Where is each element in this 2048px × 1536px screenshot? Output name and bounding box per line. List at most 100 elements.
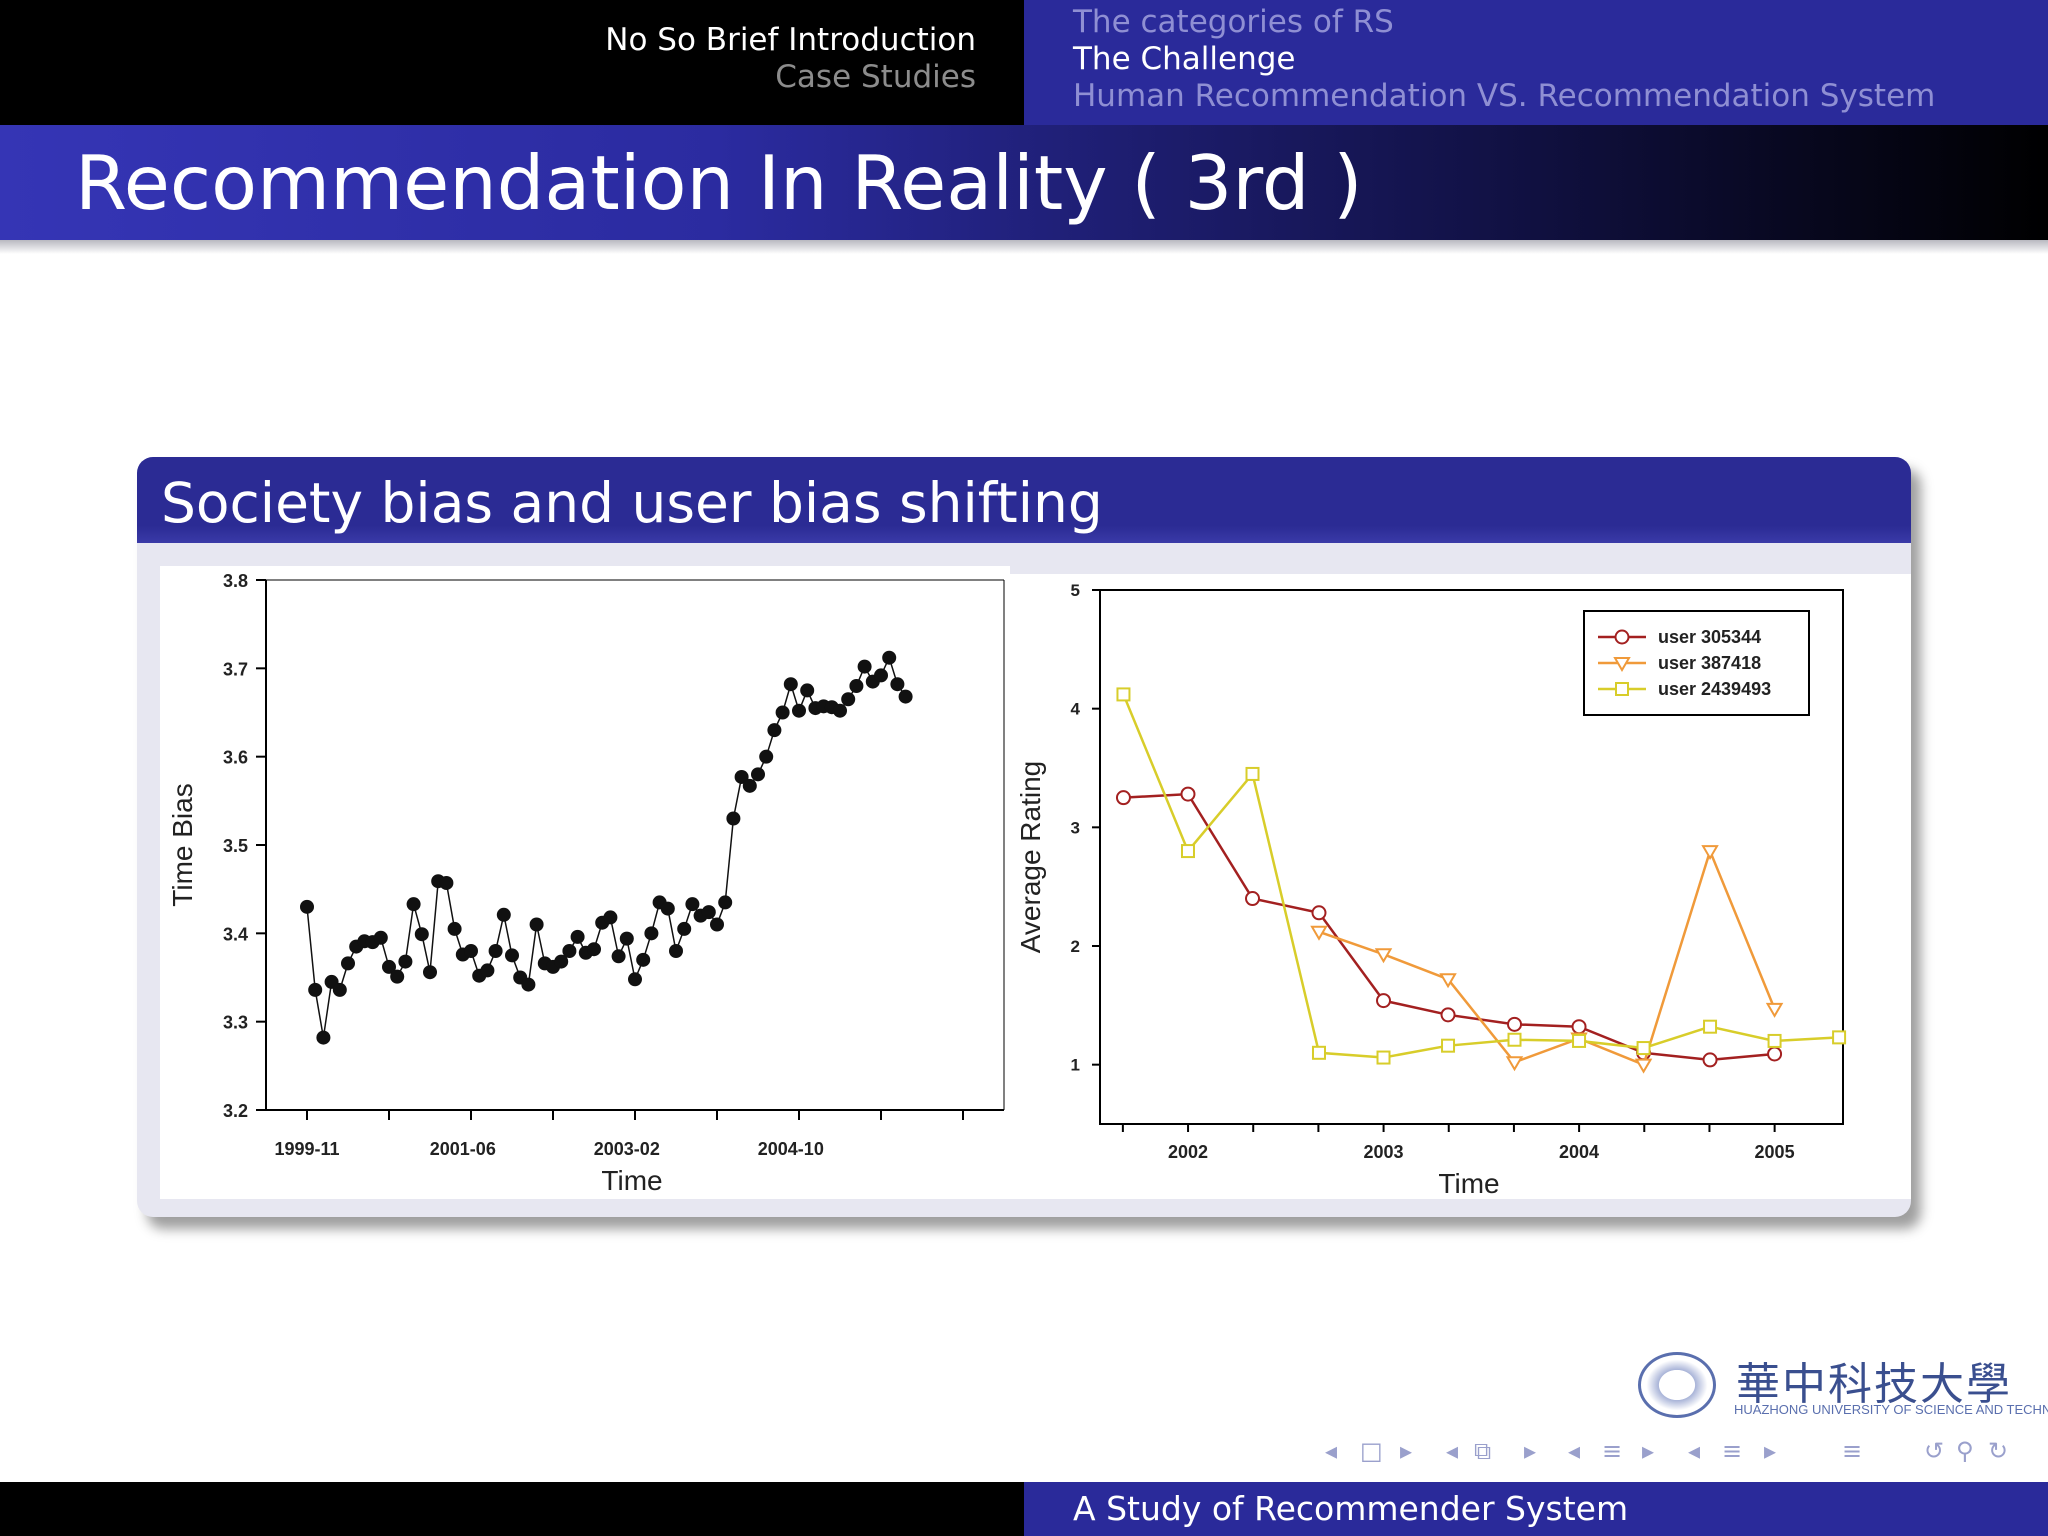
time-bias-point xyxy=(423,965,437,980)
nav-subsection-categories[interactable]: The categories of RS xyxy=(1073,4,1394,40)
time-bias-point xyxy=(660,901,675,916)
right-x-tick-label: 2005 xyxy=(1755,1142,1795,1162)
circle-marker xyxy=(1507,1016,1523,1032)
time-bias-point xyxy=(882,650,897,665)
time-bias-point xyxy=(505,948,519,963)
square-marker xyxy=(1441,1038,1456,1053)
nav-next-slide-icon[interactable]: ▸ xyxy=(1400,1437,1413,1465)
time-bias-point xyxy=(636,952,651,967)
time-bias-point xyxy=(685,897,700,912)
time-bias-point xyxy=(677,921,692,936)
nav-back-icon[interactable]: ↺ xyxy=(1924,1437,1945,1465)
time-bias-point xyxy=(496,907,511,922)
nav-next-frame-icon[interactable]: ▸ xyxy=(1524,1437,1537,1465)
left-x-tick-label: 2001-06 xyxy=(430,1139,496,1159)
time-bias-point xyxy=(734,769,749,784)
nav-prev-subsection-icon[interactable]: ◂ xyxy=(1568,1437,1581,1465)
right-x-label: Time xyxy=(1438,1168,1499,1199)
left-y-tick-label: 3.4 xyxy=(223,924,248,944)
square-marker xyxy=(1767,1033,1782,1048)
footer-right: A Study of Recommender System xyxy=(1024,1482,2048,1536)
square-marker xyxy=(1116,687,1131,702)
circle-marker xyxy=(1614,629,1630,645)
circle-marker xyxy=(1311,905,1327,921)
frame-title: Recommendation In Reality ( 3rd ) xyxy=(75,139,1363,227)
logo-english-name: HUAZHONG UNIVERSITY OF SCIENCE AND TECHN… xyxy=(1734,1402,2048,1417)
time-bias-point xyxy=(792,703,806,718)
right-plot-frame xyxy=(1099,589,1844,1125)
right-y-tick-label: 1 xyxy=(1071,1056,1080,1075)
nav-next-subsection-icon[interactable]: ▸ xyxy=(1642,1437,1655,1465)
nav-section-introduction[interactable]: No So Brief Introduction xyxy=(605,22,976,58)
time-bias-point xyxy=(341,956,355,971)
triangle-marker xyxy=(1310,925,1328,941)
left-x-tick-label: 2003-02 xyxy=(594,1139,660,1159)
square-marker xyxy=(1376,1050,1391,1065)
left-x-tick-label: 1999-11 xyxy=(274,1139,339,1159)
time-bias-point xyxy=(521,977,536,992)
nav-subsection-icon[interactable]: ≡ xyxy=(1602,1437,1623,1465)
legend-label-1: user 387418 xyxy=(1658,653,1761,673)
time-bias-point xyxy=(628,972,642,987)
time-bias-point xyxy=(382,959,396,974)
circle-marker xyxy=(1440,1007,1456,1023)
time-bias-point xyxy=(300,899,314,914)
nav-slide-icon[interactable]: □ xyxy=(1360,1437,1383,1465)
left-y-tick-label: 3.5 xyxy=(223,836,248,856)
circle-marker xyxy=(1376,993,1392,1009)
nav-document-icon[interactable]: ≡ xyxy=(1842,1437,1863,1465)
block-header: Society bias and user bias shifting xyxy=(137,457,1911,543)
circle-marker xyxy=(1245,891,1261,907)
time-bias-point xyxy=(833,703,847,718)
time-bias-point xyxy=(767,723,782,738)
time-bias-point xyxy=(398,954,413,969)
square-marker xyxy=(1311,1045,1326,1060)
nav-prev-frame-icon[interactable]: ◂ xyxy=(1446,1437,1459,1465)
square-marker xyxy=(1636,1041,1651,1056)
time-bias-point xyxy=(464,944,478,958)
nav-prev-slide-icon[interactable]: ◂ xyxy=(1325,1437,1338,1465)
time-bias-point xyxy=(439,875,454,890)
left-y-tick-label: 3.2 xyxy=(223,1101,248,1121)
left-y-tick-label: 3.6 xyxy=(223,748,248,768)
time-bias-point xyxy=(619,931,634,946)
time-bias-point xyxy=(857,659,872,674)
content-block: Society bias and user bias shifting xyxy=(137,457,1911,1217)
nav-subsection-challenge[interactable]: The Challenge xyxy=(1073,41,1296,77)
time-bias-point xyxy=(570,929,585,944)
time-bias-point xyxy=(726,811,741,826)
right-x-tick-label: 2004 xyxy=(1559,1142,1599,1162)
nav-section-icon[interactable]: ≡ xyxy=(1722,1437,1743,1465)
nav-frame-icon[interactable]: ⧉ xyxy=(1474,1437,1492,1465)
time-bias-point xyxy=(701,905,716,920)
university-logo: 華中科技大學 HUAZHONG UNIVERSITY OF SCIENCE AN… xyxy=(1638,1348,2048,1423)
time-bias-point xyxy=(718,895,733,910)
square-marker xyxy=(1703,1019,1718,1034)
header-subsections: The categories of RS The Challenge Human… xyxy=(1024,0,2048,125)
average-rating-chart: Time Average Rating 1 2 3 4 5 2002 2003 2004 200… xyxy=(1015,581,1847,1199)
square-marker xyxy=(1245,766,1260,781)
series-line-2 xyxy=(1122,693,1840,1059)
nav-section-case-studies[interactable]: Case Studies xyxy=(775,59,976,95)
beamer-navigation: ◂ □ ▸ ◂ ⧉ ▸ ◂ ≡ ▸ ◂ ≡ ▸ ≡ ↺ ⚲ ↻ xyxy=(1320,1433,2040,1469)
nav-forward-icon[interactable]: ↻ xyxy=(1988,1437,2009,1465)
nav-subsection-human-vs-rs[interactable]: Human Recommendation VS. Recommendation … xyxy=(1073,78,1936,114)
nav-search-icon[interactable]: ⚲ xyxy=(1956,1437,1974,1465)
triangle-marker xyxy=(1765,1002,1784,1018)
time-bias-point xyxy=(603,910,618,925)
time-bias-point xyxy=(562,944,577,958)
time-bias-point xyxy=(529,917,544,932)
series-line-1 xyxy=(1318,847,1776,1067)
square-marker xyxy=(1507,1032,1522,1047)
triangle-marker xyxy=(1439,973,1457,989)
time-bias-point xyxy=(783,677,798,692)
footer-left xyxy=(0,1482,1024,1536)
frame-title-bar: Recommendation In Reality ( 3rd ) xyxy=(0,125,2048,240)
left-x-label: Time xyxy=(601,1165,662,1196)
circle-marker xyxy=(1115,790,1131,806)
circle-marker xyxy=(1702,1052,1718,1068)
nav-prev-section-icon[interactable]: ◂ xyxy=(1688,1437,1701,1465)
time-bias-point xyxy=(710,917,724,932)
nav-next-section-icon[interactable]: ▸ xyxy=(1764,1437,1777,1465)
time-bias-point xyxy=(554,954,569,969)
